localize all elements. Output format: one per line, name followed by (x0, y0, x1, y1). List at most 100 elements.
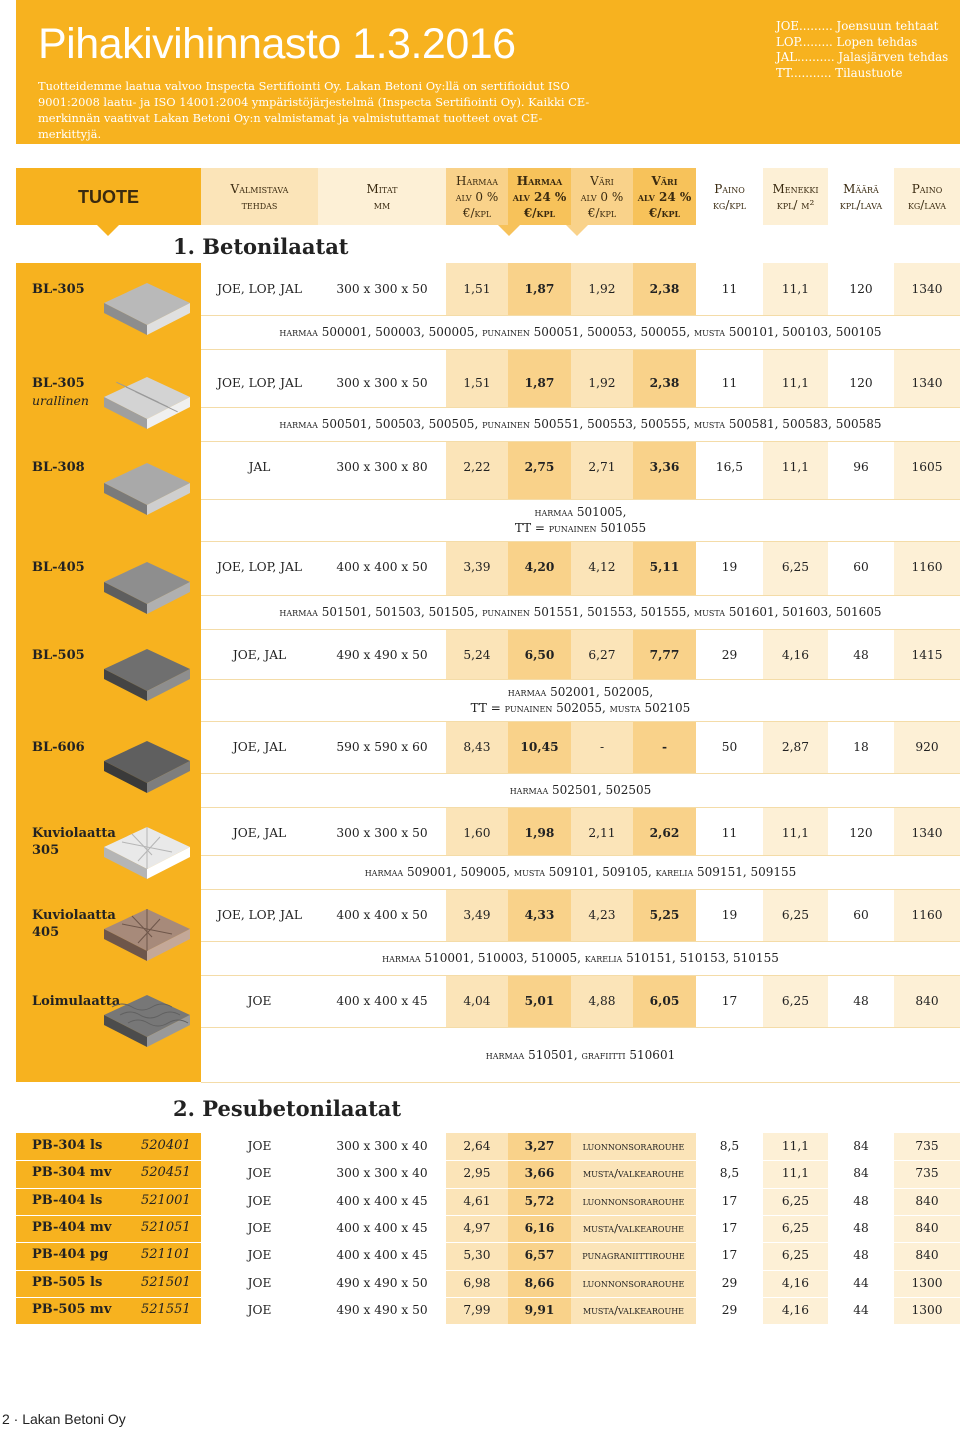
cell-dims: 400 x 400 x 45 (336, 1193, 428, 1208)
cell-h0: 2,22 (463, 460, 491, 474)
cell-dims: 400 x 400 x 45 (336, 994, 428, 1008)
product-code: 521501 (141, 1274, 191, 1290)
cell-h24: 1,87 (524, 282, 555, 296)
cell-h0: 4,61 (463, 1193, 491, 1208)
cell-v0: 1,92 (588, 282, 616, 296)
row-divider (16, 1242, 960, 1244)
cell-factory: JOE, LOP, JAL (217, 376, 302, 390)
cell-menekki: 6,25 (781, 1193, 810, 1208)
header-banner: Pihakivihinnasto 1.3.2016 Tuotteidemme l… (16, 0, 960, 144)
product-name: PB-505 ls (32, 1274, 103, 1290)
codes-line: harmaa 510001, 510003, 510005, karelia 5… (382, 951, 779, 965)
cell-lava: 1340 (911, 282, 943, 296)
product-name: BL-308 (32, 459, 85, 476)
legend-item: JAL.......... Jalasjärven tehdas (776, 50, 949, 64)
cell-menekki: 11,1 (781, 1139, 810, 1153)
product-code: 521551 (141, 1301, 191, 1317)
cell-v24: 2,62 (649, 826, 680, 840)
cell-maara: 44 (853, 1302, 869, 1317)
row-divider (201, 807, 960, 808)
codes-line: TT = punainen 501055 (514, 521, 647, 535)
legend-item: LOP......... Lopen tehdas (776, 34, 918, 49)
product-name: Loimulaatta (32, 993, 120, 1010)
column-valmistava: Valmistava tehdas (201, 168, 318, 225)
row-divider (201, 441, 960, 442)
cell-lava: 735 (915, 1139, 939, 1153)
intro-text: Tuotteidemme laatua valvoo Inspecta Sert… (38, 79, 590, 141)
cell-menekki: 4,16 (781, 648, 810, 662)
red-pattern-tile (104, 909, 190, 962)
cell-paino: 16,5 (715, 460, 744, 474)
row-divider (201, 721, 960, 722)
cell-lava: 840 (915, 994, 939, 1008)
cell-h24: 4,33 (524, 908, 555, 922)
product-name: BL-305 (32, 281, 85, 298)
product-codes: harmaa 510001, 510003, 510005, karelia 5… (201, 950, 960, 966)
codes-band (201, 773, 960, 807)
codes-band (201, 941, 960, 975)
column-paino: Paino kg/kpl (696, 168, 763, 225)
cell-paino: 8,5 (719, 1166, 740, 1181)
dark-grey-tile (104, 649, 190, 701)
cell-dims: 300 x 300 x 50 (336, 282, 428, 296)
product-name: PB-505 mv (32, 1301, 112, 1317)
cell-h0: 3,49 (463, 908, 491, 922)
cell-h24: 6,16 (524, 1220, 555, 1235)
cell-v24: 6,05 (649, 994, 680, 1008)
cell-factory: JOE, JAL (232, 826, 287, 840)
cell-h0: 3,39 (463, 560, 491, 574)
column-stripe (446, 1133, 508, 1325)
cell-menekki: 6,25 (781, 1220, 810, 1235)
product-name-sub: 405 (32, 925, 60, 940)
codes-line: harmaa 509001, 509005, musta 509101, 509… (364, 865, 797, 879)
cell-maara: 48 (853, 1193, 869, 1208)
cell-h0: 5,24 (463, 648, 491, 662)
cell-h24: 8,66 (524, 1275, 555, 1290)
factory-legend: JOE......... Joensuun tehtaat LOP.......… (776, 19, 948, 81)
row-divider (16, 1296, 960, 1298)
cell-lava: 1300 (911, 1302, 943, 1317)
product-name-label: Kuviolaatta (32, 908, 116, 923)
codes-band (201, 595, 960, 629)
cell-factory: JOE, JAL (232, 648, 287, 662)
product-name-label: BL-505 (32, 648, 85, 663)
cell-color: musta/valkearouhe (582, 1302, 685, 1317)
cell-menekki: 11,1 (781, 282, 810, 296)
cell-dims: 300 x 300 x 40 (336, 1139, 428, 1153)
cell-h24: 6,57 (524, 1248, 555, 1263)
grey-thick-tile (104, 462, 190, 515)
product-codes: harmaa 501501, 501503, 501505, punainen … (201, 604, 960, 620)
section-title-pesubetonilaatat: 2. Pesubetonilaatat (173, 1096, 402, 1121)
cell-factory: JOE (247, 1220, 272, 1235)
codes-band (201, 855, 960, 889)
cell-factory: JOE (247, 1302, 272, 1317)
product-name: BL-305 urallinen (32, 375, 89, 409)
cell-paino: 8,5 (719, 1139, 740, 1153)
row-divider (201, 679, 960, 680)
cell-factory: JOE (247, 1139, 272, 1153)
product-codes: harmaa 502001, 502005, TT = punainen 5020… (201, 684, 960, 716)
cell-h24: 3,27 (524, 1139, 555, 1153)
cell-v0: 2,71 (588, 460, 616, 474)
cell-maara: 120 (849, 282, 873, 296)
mid-grey-tile (104, 561, 190, 614)
cell-h0: 8,43 (463, 740, 491, 754)
cell-h24: 1,87 (524, 376, 555, 390)
row-divider (201, 595, 960, 596)
cell-dims: 490 x 490 x 50 (336, 1275, 428, 1290)
product-code: 521051 (141, 1219, 191, 1235)
cell-factory: JOE (247, 1193, 272, 1208)
row-divider (201, 541, 960, 542)
cell-maara: 84 (853, 1139, 869, 1153)
product-name-label: Loimulaatta (32, 994, 121, 1009)
cell-v24: 5,25 (649, 908, 680, 922)
cell-paino: 29 (721, 1275, 738, 1290)
cell-factory: JOE (247, 1275, 272, 1290)
cell-lava: 1300 (911, 1275, 943, 1290)
row-divider (201, 889, 960, 890)
cell-h0: 7,99 (463, 1302, 491, 1317)
column-vari-alv0: Väri alv 0 % €/kpl (571, 168, 633, 225)
product-name: BL-606 (32, 739, 85, 756)
codes-line: harmaa 501005, (534, 505, 627, 519)
arrow-marker (498, 225, 520, 236)
